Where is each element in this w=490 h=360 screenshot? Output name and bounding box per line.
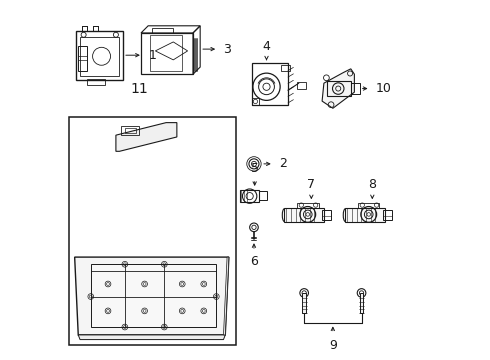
Bar [76,31,123,80]
Bar [80,37,120,76]
Polygon shape [78,335,225,339]
Text: 6: 6 [250,255,258,268]
Polygon shape [116,123,177,151]
Bar [152,28,173,33]
Bar [69,117,236,345]
Text: 3: 3 [223,42,231,55]
Bar [383,210,392,220]
Bar [141,33,193,74]
Bar [302,293,306,313]
Bar [87,78,105,85]
Text: 10: 10 [376,82,392,95]
Text: 1: 1 [148,49,156,62]
Bar [125,129,136,133]
Text: 7: 7 [307,178,316,191]
Text: 11: 11 [130,82,148,95]
Bar [322,210,331,220]
Bar [297,203,318,208]
Bar [327,81,351,96]
Polygon shape [74,257,229,335]
Bar [150,35,182,71]
Polygon shape [223,257,229,335]
Bar [297,82,306,89]
Text: 4: 4 [263,40,270,53]
Bar [360,293,364,313]
Bar [122,126,139,135]
Bar [285,208,324,222]
Text: 9: 9 [329,338,337,351]
Bar [78,45,87,71]
Bar [252,98,259,105]
Bar [240,190,259,202]
Bar [345,208,385,222]
Bar [281,65,290,71]
Bar [91,264,216,327]
Polygon shape [322,69,354,108]
Bar [259,191,267,200]
Text: 8: 8 [368,178,376,191]
Bar [358,203,379,208]
Text: 5: 5 [251,162,259,175]
Bar [351,83,360,94]
Bar [252,63,288,105]
Text: 2: 2 [279,157,287,170]
